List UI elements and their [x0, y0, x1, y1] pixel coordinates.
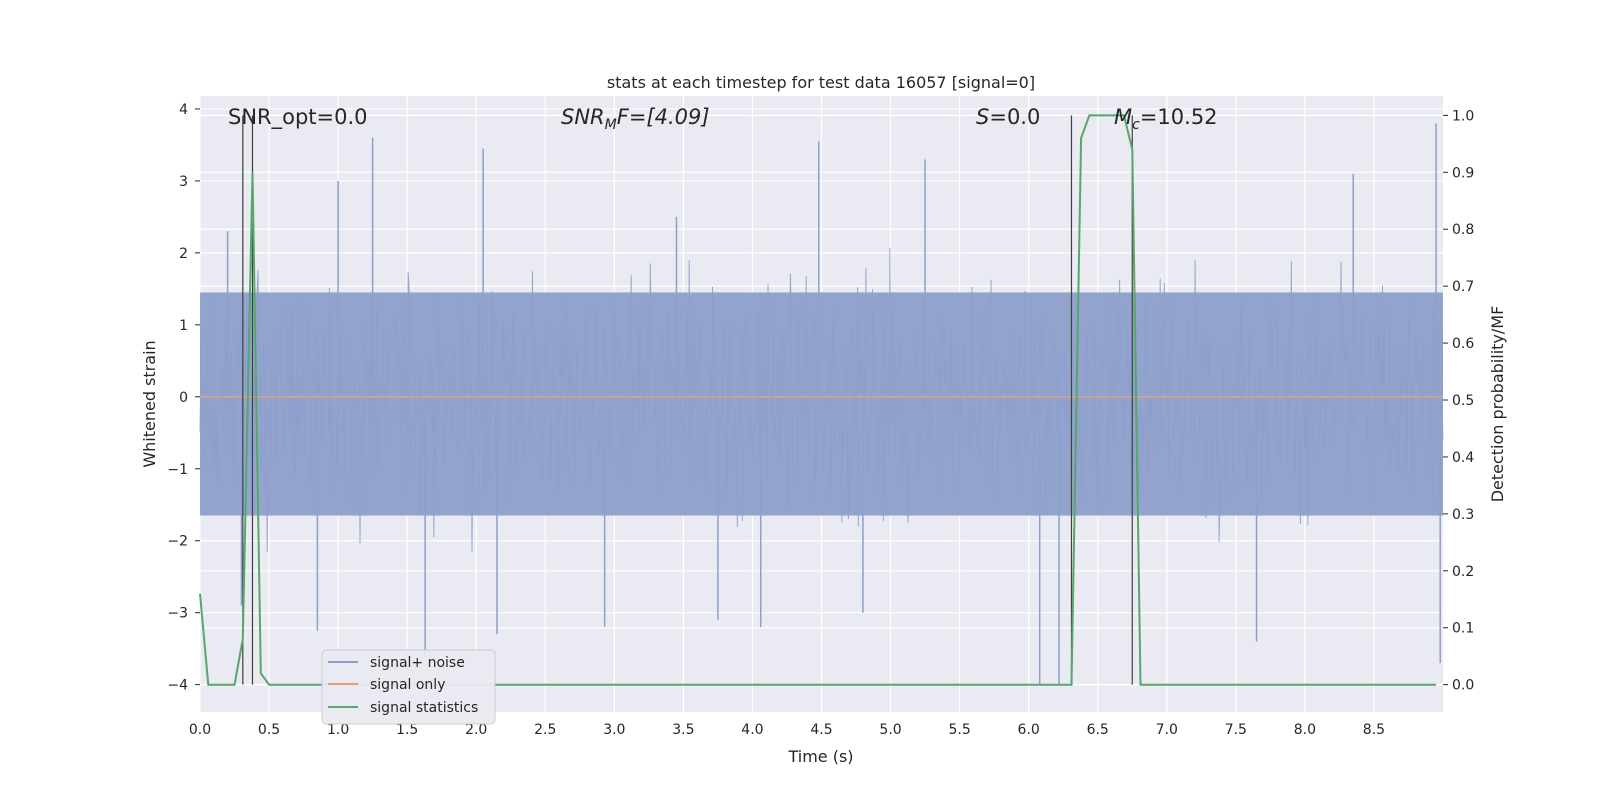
x-tick-label: 8.5 [1363, 722, 1385, 738]
annotation-snr-mf-label: SNR [561, 105, 605, 129]
x-tick-label: 3.0 [603, 722, 625, 738]
annotation-s-value: =0.0 [989, 105, 1040, 129]
y-tick-label-left: 3 [179, 174, 188, 190]
legend-box [321, 649, 496, 725]
y-tick-label-left: −4 [167, 678, 188, 694]
y-tick-label-right: 0.3 [1452, 507, 1474, 523]
annotation-mc: Mc=10.52 [1114, 105, 1218, 133]
y-tick-label-right: 0.4 [1452, 450, 1474, 466]
x-tick-label: 1.0 [327, 722, 349, 738]
y-tick-label-right: 0.1 [1452, 621, 1474, 637]
y-tick-label-left: −2 [167, 534, 188, 550]
y-tick-label-right: 1.0 [1452, 108, 1474, 124]
annotation-snr-mf-rest: F=[4.09] [617, 105, 710, 129]
legend-label-signal-only: signal only [370, 677, 445, 693]
chart-title: stats at each timestep for test data 160… [607, 73, 1035, 92]
x-axis-label: Time (s) [787, 747, 853, 766]
y-tick-label-right: 0.7 [1452, 279, 1474, 295]
x-tick-label: 4.5 [810, 722, 832, 738]
x-tick-label: 6.5 [1087, 722, 1109, 738]
y-tick-label-left: −1 [167, 462, 188, 478]
x-tick-label: 3.5 [672, 722, 694, 738]
y-tick-label-right: 0.5 [1452, 393, 1474, 409]
x-tick-label: 8.0 [1294, 722, 1316, 738]
annotation-mc-value: =10.52 [1140, 105, 1218, 129]
y-tick-label-right: 0.0 [1452, 678, 1474, 694]
y-axis-label-left: Whitened strain [140, 340, 159, 467]
x-tick-label: 5.5 [948, 722, 970, 738]
y-tick-label-left: 2 [179, 246, 188, 262]
legend-label-signal-noise: signal+ noise [370, 655, 465, 671]
legend-label-signal-statistics: signal statistics [370, 700, 478, 716]
x-tick-label: 5.0 [879, 722, 901, 738]
x-tick-label: 4.0 [741, 722, 763, 738]
noise-series [199, 123, 1444, 685]
y-tick-label-left: 0 [179, 390, 188, 406]
signal-statistics-line [199, 114, 1437, 686]
noise-series-line [199, 247, 1444, 552]
x-tick-label: 0.5 [258, 722, 280, 738]
annotation-s-label: S [976, 105, 989, 129]
x-tick-label: 0.0 [189, 722, 211, 738]
annotation-snr-mf: SNRMF=[4.09] [561, 105, 710, 133]
legend: signal+ noise signal only signal statist… [321, 649, 496, 725]
y-tick-label-right: 0.6 [1452, 336, 1474, 352]
annotation-mc-label: M [1114, 105, 1132, 129]
x-tick-label: 6.0 [1018, 722, 1040, 738]
annotation-s: S=0.0 [976, 105, 1040, 129]
y-tick-label-left: 1 [179, 318, 188, 334]
x-tick-label: 2.5 [534, 722, 556, 738]
y-tick-label-right: 0.2 [1452, 564, 1474, 580]
y-axis-label-right: Detection probability/MF [1488, 306, 1507, 503]
x-tick-label: 7.5 [1225, 722, 1247, 738]
x-tick-label: 7.0 [1156, 722, 1178, 738]
annotation-mc-sub: c [1132, 117, 1140, 133]
x-tick-label: 1.5 [396, 722, 418, 738]
ticks-layer: 0.0 0.5 1.0 1.5 2.0 2.5 3.0 3.5 4.0 4.5 5.0 5.5 6.0 6… [167, 102, 1474, 738]
y-tick-label-right: 0.9 [1452, 165, 1474, 181]
series-layer [199, 114, 1443, 686]
y-tick-label-left: 4 [179, 102, 188, 118]
y-tick-label-right: 0.8 [1452, 222, 1474, 238]
annotation-snr-opt: SNR_opt=0.0 [228, 105, 368, 130]
annotation-snr-mf-sub: M [605, 117, 617, 133]
y-tick-label-left: −3 [167, 606, 188, 622]
x-tick-label: 2.0 [465, 722, 487, 738]
